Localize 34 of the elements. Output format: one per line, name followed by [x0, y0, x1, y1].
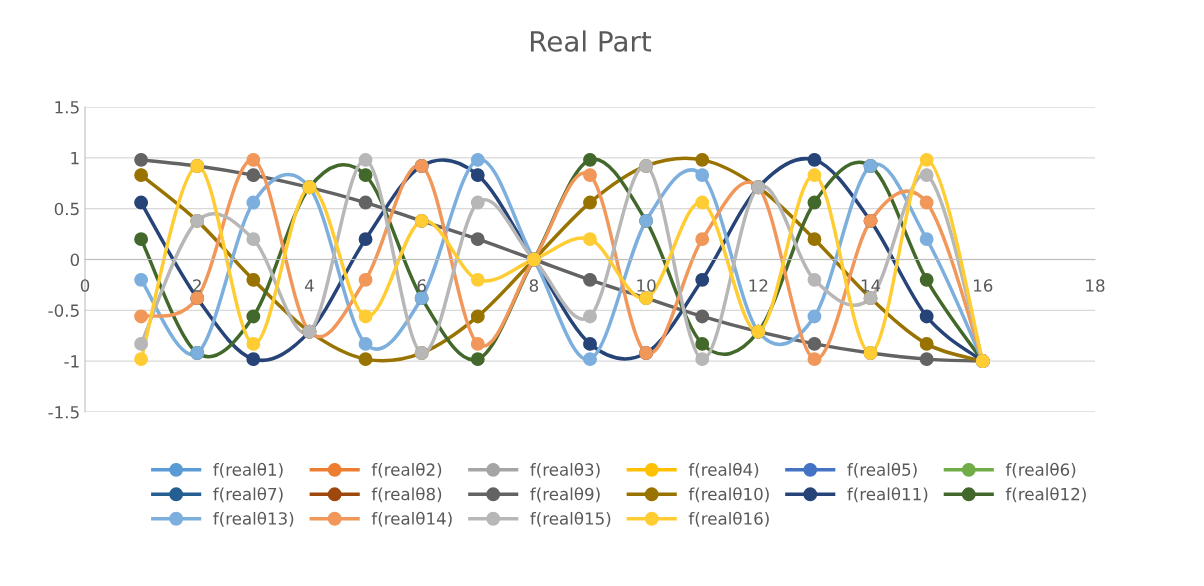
legend-label: f(realθ7) — [213, 487, 283, 503]
x-tick-label: 10 — [637, 279, 656, 292]
x-tick-label: 8 — [529, 279, 539, 292]
legend-label: f(realθ6) — [1005, 462, 1076, 478]
legend-label: f(realθ14) — [371, 511, 452, 527]
y-tick-label: 1 — [71, 152, 79, 165]
legend-label: f(realθ2) — [371, 462, 442, 478]
y-tick-label: -0.5 — [48, 304, 79, 317]
legend-label: f(realθ11) — [847, 487, 928, 503]
y-tick-label: -1.5 — [48, 406, 79, 419]
x-tick-label: 2 — [193, 279, 201, 292]
x-tick-label: 14 — [861, 279, 881, 292]
x-tick-label: 16 — [974, 279, 993, 292]
y-tick-label: 0 — [70, 253, 80, 267]
x-tick-label: 4 — [304, 279, 314, 292]
legend-label: f(realθ9) — [530, 487, 600, 503]
legend-label: f(realθ1) — [213, 462, 283, 478]
x-tick-label: 6 — [417, 279, 426, 292]
legend-label: f(realθ12) — [1005, 487, 1086, 503]
legend-label: f(realθ8) — [371, 487, 442, 503]
legend-label: f(realθ10) — [688, 487, 769, 503]
legend-label: f(realθ13) — [213, 511, 294, 527]
y-tick-label: 0.5 — [54, 202, 79, 216]
x-tick-label: 0 — [80, 279, 90, 292]
legend-label: f(realθ5) — [847, 462, 917, 478]
legend-label: f(realθ4) — [688, 462, 759, 478]
legend-label: f(realθ16) — [688, 511, 769, 527]
chart-title: Real Part — [530, 30, 652, 52]
x-tick-label: 18 — [1086, 279, 1105, 292]
legend-label: f(realθ3) — [530, 462, 600, 478]
y-tick-label: -1 — [64, 355, 79, 368]
x-tick-label: 12 — [749, 279, 768, 292]
legend-label: f(realθ15) — [530, 511, 611, 527]
y-tick-label: 1.5 — [55, 101, 79, 114]
